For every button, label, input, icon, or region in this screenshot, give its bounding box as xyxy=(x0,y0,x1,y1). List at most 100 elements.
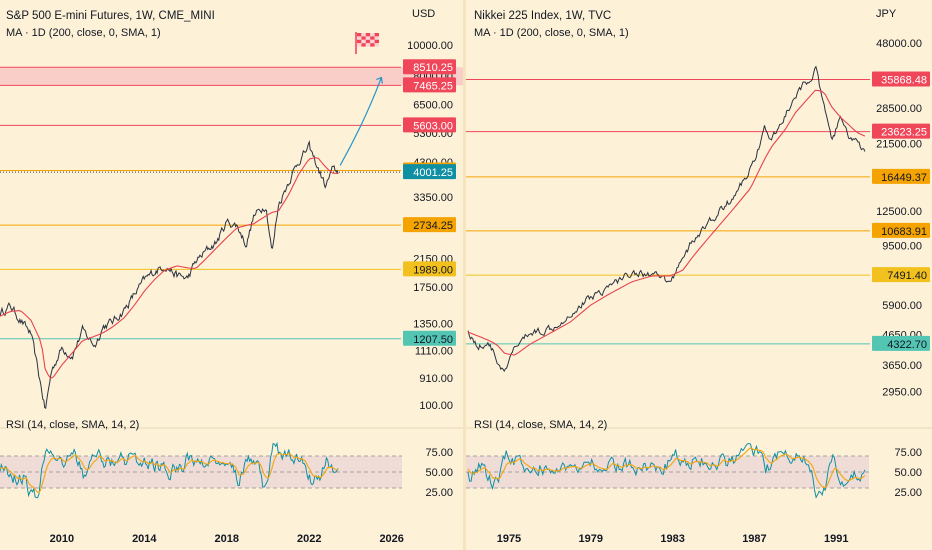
price-level-badge-label: 8510.25 xyxy=(413,62,453,74)
price-axis-tick-label: 2950.00 xyxy=(882,387,922,399)
time-axis-tick-label: 2010 xyxy=(50,533,74,545)
price-level-badge-label: 1989.00 xyxy=(413,264,453,276)
checkered-flag-icon xyxy=(374,43,379,47)
rsi-axis-tick-label: 50.00 xyxy=(894,467,922,479)
price-axis-tick-label: 28500.00 xyxy=(876,103,922,115)
price-level-badge-label: 5603.00 xyxy=(413,120,453,132)
price-level-badge xyxy=(872,168,930,184)
projection-arrow xyxy=(339,77,382,166)
checkered-flag-icon xyxy=(357,33,362,37)
sp500-chart-panel[interactable]: 10000.008000.006500.005300.004300.003350… xyxy=(0,0,463,550)
price-level-badge-label: 7491.40 xyxy=(887,270,927,282)
time-axis-tick-label: 2018 xyxy=(215,533,239,545)
checkered-flag-icon xyxy=(370,36,375,40)
price-level-badge xyxy=(872,222,930,238)
sp500-chart-title: S&P 500 E-mini Futures, 1W, CME_MINI xyxy=(6,10,215,22)
time-axis-tick-label: 1991 xyxy=(824,533,848,545)
time-axis-tick-label: 1983 xyxy=(660,533,684,545)
price-level-badge xyxy=(872,267,930,283)
rsi-axis-tick-label: 75.00 xyxy=(894,447,922,459)
rsi-ma-line xyxy=(467,447,866,489)
nikkei-chart-svg: 48000.00 28500.00 21500.00 12500.00 9500.00 5… xyxy=(466,38,932,545)
checkered-flag-icon xyxy=(357,43,362,47)
price-axis-tick-label: 6500.00 xyxy=(413,100,453,112)
checkered-flag-icon xyxy=(370,39,375,44)
price-level-badge-label: 1207.50 xyxy=(413,334,453,346)
time-axis-tick-label: 1987 xyxy=(742,533,766,545)
price-series-line xyxy=(467,65,866,373)
price-axis-tick-label: 10000.00 xyxy=(407,40,453,52)
checkered-flag-icon xyxy=(374,39,379,44)
price-axis-tick-label: 48000.00 xyxy=(876,38,922,50)
sp500-rsi-label[interactable]: RSI (14, close, SMA, 14, 2) xyxy=(6,419,140,431)
rsi-axis-tick-label: 75.00 xyxy=(425,447,453,459)
rsi-axis-tick-label: 25.00 xyxy=(894,487,922,499)
checkered-flag-icon xyxy=(374,36,379,40)
price-level-badge-label: 2734.25 xyxy=(413,220,453,232)
price-level-badge xyxy=(872,71,930,87)
checkered-flag-icon xyxy=(361,39,366,44)
target-zone xyxy=(0,67,463,86)
price-axis-tick-label: 21500.00 xyxy=(876,138,922,150)
checkered-flag-icon xyxy=(365,33,371,37)
checkered-flag-icon xyxy=(357,36,362,40)
nikkei-ma-indicator-label[interactable]: MA · 1D (200, close, 0, SMA, 1) xyxy=(474,27,629,39)
rsi-ma-line xyxy=(0,452,339,494)
price-series-line xyxy=(0,139,339,410)
price-axis-tick-label: 12500.00 xyxy=(876,206,922,218)
rsi-axis-tick-label: 50.00 xyxy=(425,467,453,479)
ma-series-line xyxy=(467,89,866,356)
checkered-flag-icon xyxy=(365,43,371,47)
time-axis-tick-label: 2026 xyxy=(379,533,403,545)
ma-series-line xyxy=(0,157,339,380)
price-level-badge-label: 4322.70 xyxy=(887,339,927,351)
price-level-badge xyxy=(403,330,456,346)
price-level-badge-label: 10683.91 xyxy=(881,226,927,238)
price-level-badge-label: 7465.25 xyxy=(413,80,453,92)
sp500-chart-svg: 10000.008000.006500.005300.004300.003350… xyxy=(0,32,463,545)
checkered-flag-icon xyxy=(361,43,366,47)
nikkei-chart-panel[interactable]: 48000.00 28500.00 21500.00 12500.00 9500.00 5… xyxy=(466,0,932,550)
price-level-badge xyxy=(403,261,456,277)
checkered-flag-icon xyxy=(365,39,371,44)
checkered-flag-icon xyxy=(361,36,366,40)
checkered-flag-icon xyxy=(357,39,362,44)
checkered-flag-icon xyxy=(370,33,375,37)
nikkei-chart-title: Nikkei 225 Index, 1W, TVC xyxy=(474,10,612,22)
nikkei-rsi-label[interactable]: RSI (14, close, SMA, 14, 2) xyxy=(474,419,608,431)
price-level-badge xyxy=(872,123,930,139)
price-level-badge xyxy=(403,59,456,75)
nikkei-currency-label: JPY xyxy=(876,8,897,20)
panel-divider[interactable] xyxy=(463,0,466,550)
sp500-ma-indicator-label[interactable]: MA · 1D (200, close, 0, SMA, 1) xyxy=(6,27,161,39)
price-axis-tick-label: 9500.00 xyxy=(882,240,922,252)
price-level-badge-label: 35868.48 xyxy=(881,74,927,86)
projection-arrowhead xyxy=(376,76,383,84)
price-axis-tick-label: 3650.00 xyxy=(882,360,922,372)
time-axis-tick-label: 2014 xyxy=(132,533,157,545)
price-level-badge-label: 23623.25 xyxy=(881,127,927,139)
price-axis-tick-label: 1750.00 xyxy=(413,282,453,294)
price-axis-tick-label: 5900.00 xyxy=(882,300,922,312)
price-axis-tick-label: 1350.00 xyxy=(413,318,453,330)
time-axis-tick-label: 1975 xyxy=(497,533,521,545)
price-axis-tick-label: 100.00 xyxy=(419,400,453,412)
sp500-currency-label: USD xyxy=(412,8,436,20)
checkered-flag-icon xyxy=(365,36,371,40)
rsi-axis-tick-label: 25.00 xyxy=(425,487,453,499)
price-level-badge xyxy=(403,164,456,180)
price-level-badge xyxy=(403,77,456,93)
price-level-badge-label: 4001.25 xyxy=(413,167,453,179)
time-axis-tick-label: 1979 xyxy=(579,533,603,545)
price-axis-tick-label: 910.00 xyxy=(419,373,453,385)
checkered-flag-icon xyxy=(374,33,379,37)
rsi-line xyxy=(0,441,339,499)
price-level-badge xyxy=(403,217,456,233)
time-axis-tick-label: 2022 xyxy=(297,533,321,545)
price-axis-tick-label: 1110.00 xyxy=(415,345,453,357)
price-axis-tick-label: 3350.00 xyxy=(413,192,453,204)
price-level-badge-label: 16449.37 xyxy=(881,172,927,184)
checkered-flag-icon xyxy=(361,33,366,37)
price-level-badge xyxy=(872,335,930,351)
price-level-badge xyxy=(403,117,456,133)
